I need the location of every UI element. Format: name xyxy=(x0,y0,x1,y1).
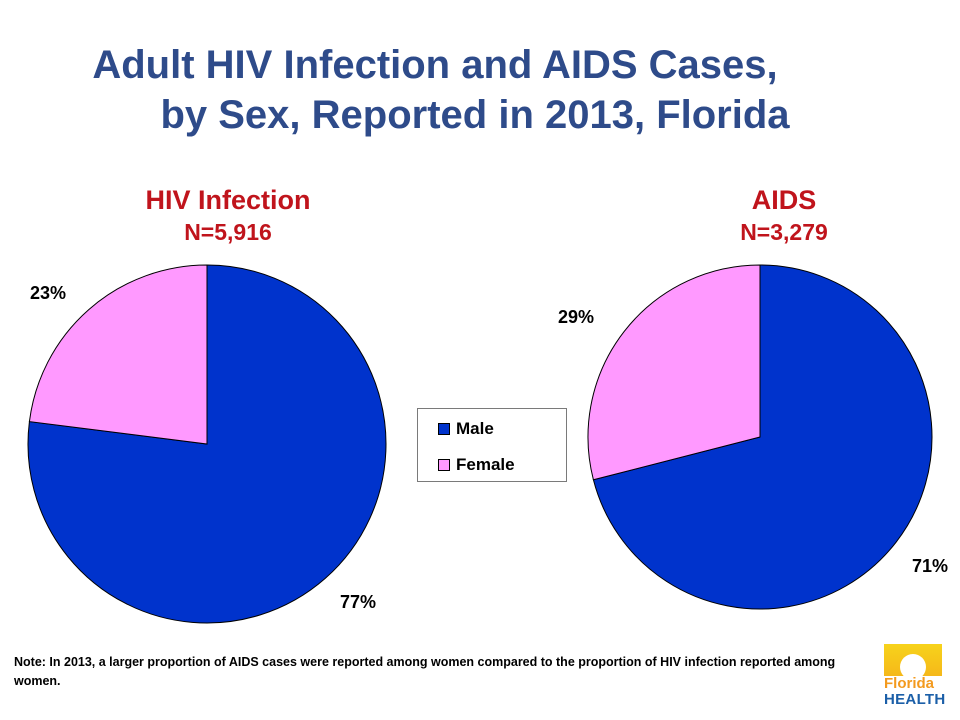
hiv-slice-female xyxy=(28,264,208,445)
hiv-pie: 77% 23% xyxy=(27,264,387,624)
title-line-1: Adult HIV Infection and AIDS Cases, xyxy=(92,43,778,87)
logo-word-health: HEALTH xyxy=(884,691,946,708)
aids-slice-female xyxy=(587,264,761,481)
hiv-chart-count: N=5,916 xyxy=(184,219,272,245)
hiv-label-female: 23% xyxy=(30,283,66,303)
legend-label-female: Female xyxy=(456,455,515,474)
legend-label-male: Male xyxy=(456,419,494,438)
hiv-chart-title: HIV Infection xyxy=(145,185,311,215)
hiv-slice-male xyxy=(27,264,387,624)
aids-label-female: 29% xyxy=(558,307,594,327)
aids-pie: 71% 29% xyxy=(558,264,948,610)
legend: Male Female xyxy=(417,408,567,482)
footnote: Note: In 2013, a larger proportion of AI… xyxy=(14,655,836,688)
aids-chart-title: AIDS xyxy=(751,185,817,215)
page-title: Adult HIV Infection and AIDS Cases, by S… xyxy=(0,40,960,140)
aids-chart-count: N=3,279 xyxy=(740,219,828,245)
legend-item-male: Male xyxy=(438,417,494,441)
hiv-label-male: 77% xyxy=(340,592,376,612)
sun-icon xyxy=(884,644,942,676)
logo-word-florida: Florida xyxy=(884,675,935,692)
legend-item-female: Female xyxy=(438,453,515,477)
aids-label-male: 71% xyxy=(912,556,948,576)
aids-slice-male xyxy=(592,264,933,610)
legend-swatch-male xyxy=(438,423,450,435)
aids-chart-heading: AIDS N=3,279 xyxy=(664,184,904,248)
title-line-2: by Sex, Reported in 2013, Florida xyxy=(160,93,790,137)
legend-swatch-female xyxy=(438,459,450,471)
hiv-chart-heading: HIV Infection N=5,916 xyxy=(108,184,348,248)
florida-health-logo: Florida HEALTH xyxy=(884,644,945,710)
